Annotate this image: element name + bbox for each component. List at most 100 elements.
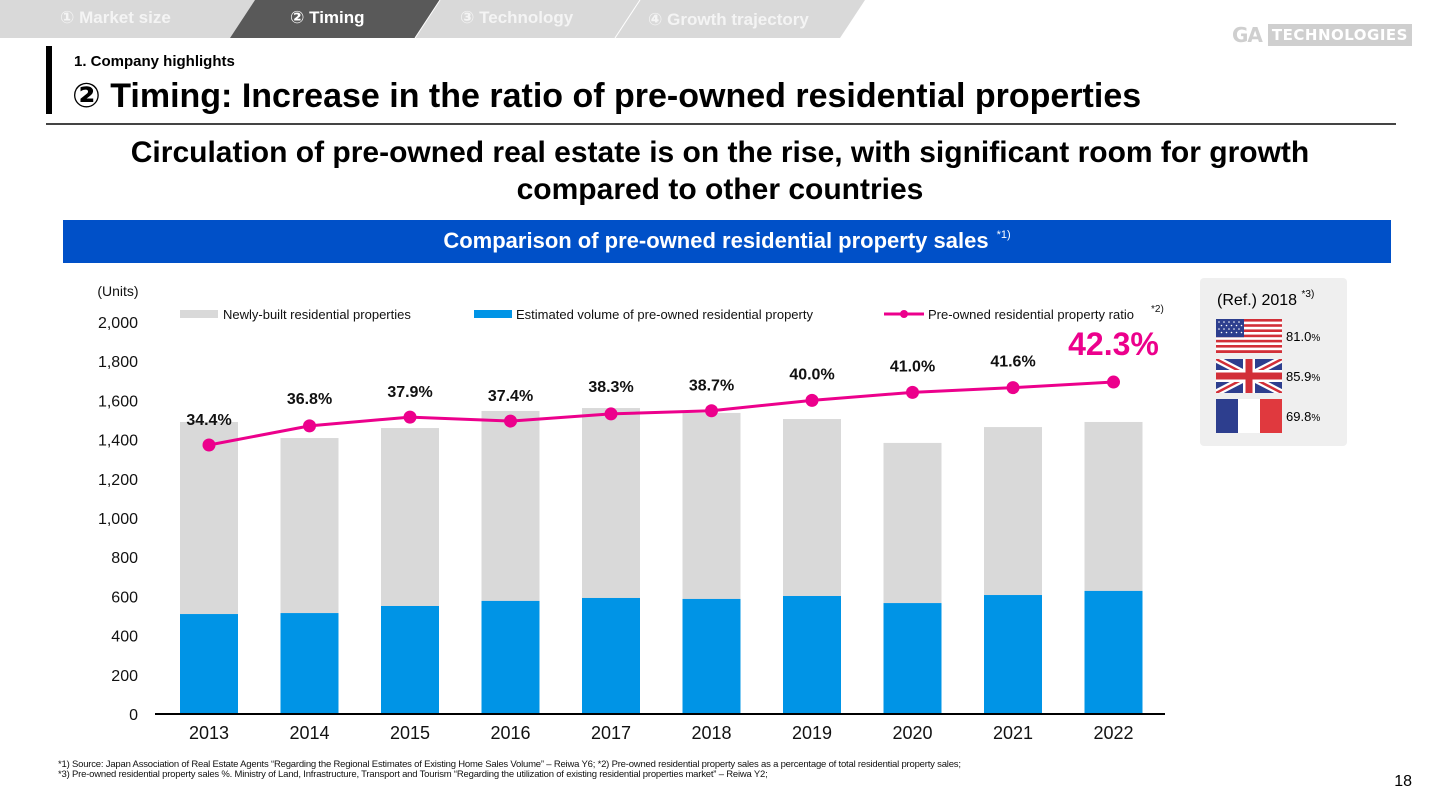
- ratio-label: 34.4%: [186, 412, 231, 429]
- ratio-label: 36.8%: [287, 391, 332, 408]
- uk-ratio-value: 85.9%: [1286, 369, 1321, 384]
- bar-new-built: [783, 419, 841, 597]
- y-tick-label: 400: [111, 629, 138, 646]
- legend-marker-ratio: [900, 310, 908, 318]
- ratio-point: [805, 393, 819, 407]
- ratio-point: [303, 419, 316, 433]
- bar-new-built: [180, 421, 238, 615]
- y-tick-label: 800: [111, 550, 138, 567]
- ratio-point: [906, 385, 919, 399]
- ratio-label-highlight: 42.3%: [1068, 326, 1159, 362]
- x-tick-label: 2013: [189, 723, 229, 743]
- tab-market-size[interactable]: ① Market size: [60, 8, 171, 27]
- y-axis-unit-label: (Units): [97, 283, 138, 299]
- bar-new-built: [582, 408, 640, 598]
- ratio-label: 38.3%: [588, 379, 633, 396]
- x-tick-label: 2014: [289, 723, 329, 743]
- title-divider: [46, 123, 1396, 125]
- y-tick-label: 1,800: [98, 354, 138, 371]
- bar-new-built: [883, 442, 942, 604]
- ratio-point: [202, 438, 216, 452]
- page-number: 18: [1394, 773, 1412, 790]
- bar-new-built: [381, 428, 439, 607]
- chart-title-footnote: *1): [996, 229, 1011, 241]
- legend-label-pre-owned: Estimated volume of pre-owned residentia…: [516, 307, 813, 322]
- bar-pre-owned: [180, 614, 238, 714]
- ratio-line-series: [202, 375, 1120, 452]
- ratio-point: [504, 414, 517, 428]
- ratio-point: [1006, 381, 1020, 395]
- chart-title: Comparison of pre-owned residential prop…: [443, 228, 989, 253]
- france-flag-icon: [1216, 399, 1282, 433]
- bar-pre-owned: [582, 597, 640, 714]
- ratio-point: [1107, 375, 1120, 389]
- subtitle-line-2: compared to other countries: [516, 173, 924, 206]
- legend-label-ratio: Pre-owned residential property ratio: [928, 307, 1134, 322]
- tab-technology[interactable]: ③ Technology: [460, 8, 574, 27]
- ratio-data-labels: 34.4% 36.8% 37.9% 37.4% 38.3% 38.7% 40.0% 41.0%…: [186, 326, 1159, 429]
- slide-subtitle: Circulation of pre-owned real estate is …: [0, 134, 1440, 208]
- y-tick-label: 2,000: [98, 315, 138, 332]
- y-tick-label: 1,400: [98, 433, 138, 450]
- ratio-label: 40.0%: [789, 366, 834, 383]
- y-axis: 0 200 400 600 800 1,000 1,200 1,400 1,600 1,800 2,…: [98, 315, 138, 724]
- reference-title: (Ref.) 2018 *3): [1217, 289, 1315, 310]
- bar-pre-owned: [280, 613, 339, 714]
- reference-footnote: *3): [1301, 289, 1315, 300]
- reference-year: (Ref.) 2018: [1217, 292, 1298, 309]
- company-logo: GA TECHNOLOGIES: [1232, 23, 1412, 47]
- logo-technologies: TECHNOLOGIES: [1267, 24, 1412, 46]
- page-title: ② Timing: Increase in the ratio of pre-o…: [72, 77, 1142, 115]
- footnote-line-2: *3) Pre-owned residential property sales…: [58, 769, 768, 780]
- y-tick-label: 1,200: [98, 472, 138, 489]
- ratio-label: 38.7%: [689, 378, 734, 395]
- ratio-label: 41.0%: [890, 358, 935, 375]
- ratio-label: 37.4%: [488, 388, 533, 405]
- bar-pre-owned: [984, 595, 1042, 714]
- france-ratio-value: 69.8%: [1286, 409, 1321, 424]
- bar-pre-owned: [1084, 590, 1143, 714]
- tab-timing[interactable]: ② Timing: [290, 8, 365, 27]
- tab-bg-technology: [415, 0, 640, 38]
- bar-new-built: [682, 412, 741, 599]
- section-label: 1. Company highlights: [74, 53, 235, 70]
- tab-bg-growth: [615, 0, 865, 38]
- us-ratio-value: 81.0%: [1286, 329, 1321, 344]
- x-tick-label: 2022: [1093, 723, 1133, 743]
- y-tick-label: 1,600: [98, 393, 138, 410]
- y-tick-label: 0: [129, 707, 138, 724]
- legend-ratio-footnote: *2): [1151, 304, 1164, 315]
- y-tick-label: 200: [111, 668, 138, 685]
- ratio-label: 41.6%: [990, 354, 1035, 371]
- x-tick-label: 2015: [390, 723, 430, 743]
- reference-panel: (Ref.) 2018 *3) 81.0%: [1200, 278, 1347, 446]
- ratio-point: [705, 404, 718, 418]
- chart-legend: Newly-built residential properties Estim…: [180, 304, 1164, 322]
- ratio-label: 37.9%: [387, 384, 432, 401]
- legend-label-new-built: Newly-built residential properties: [223, 307, 411, 322]
- bar-new-built: [280, 438, 339, 614]
- x-tick-label: 2018: [691, 723, 731, 743]
- bar-pre-owned: [481, 600, 540, 714]
- bar-pre-owned: [682, 598, 741, 714]
- ratio-point: [604, 407, 618, 421]
- tab-bg-timing: [230, 0, 440, 38]
- x-tick-label: 2019: [792, 723, 832, 743]
- tab-growth-trajectory[interactable]: ④ Growth trajectory: [648, 10, 809, 29]
- bar-new-built: [1084, 421, 1143, 591]
- legend-swatch-new-built: [180, 310, 218, 318]
- bar-pre-owned: [381, 606, 439, 714]
- legend-swatch-pre-owned: [474, 310, 512, 318]
- ratio-line: [208, 380, 1114, 447]
- uk-flag-icon: [1216, 359, 1282, 393]
- x-tick-label: 2016: [490, 723, 530, 743]
- x-tick-label: 2020: [892, 723, 932, 743]
- bars: [180, 408, 1143, 714]
- ratio-point: [403, 410, 417, 424]
- section-tabs: ① Market size ② Timing ③ Technology ④ Gr…: [0, 0, 870, 38]
- bar-pre-owned: [883, 603, 942, 714]
- bar-new-built: [481, 410, 540, 601]
- bar-new-built: [984, 427, 1042, 596]
- bar-pre-owned: [783, 596, 841, 714]
- chart-banner: Comparison of pre-owned residential prop…: [63, 220, 1391, 263]
